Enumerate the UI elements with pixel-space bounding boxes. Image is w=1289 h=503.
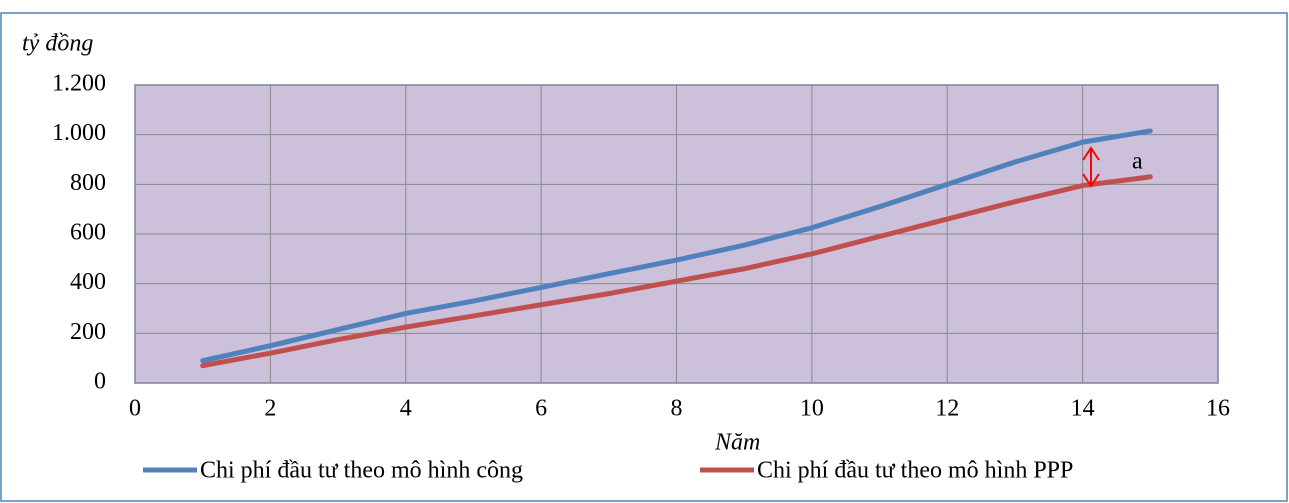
x-tick-label: 0 [129, 396, 141, 422]
y-axis-label: tỷ đồng [22, 31, 93, 57]
series-line [200, 128, 1153, 364]
plot-layer: 0 200 400 600 800 1.000 1.200 0 2 4 6 8 10 12 14 16 [52, 71, 1230, 422]
y-tick-label: 800 [70, 170, 106, 196]
x-tick-label: 2 [264, 396, 276, 422]
y-tick-label: 200 [70, 319, 106, 345]
y-tick-label: 400 [70, 269, 106, 295]
x-tick-label: 16 [1206, 396, 1230, 422]
x-tick-label: 12 [935, 396, 959, 422]
difference-arrow [1082, 146, 1100, 188]
y-tick-label: 600 [70, 220, 106, 246]
x-tick-label: 4 [400, 396, 412, 422]
x-tick-label: 10 [800, 396, 824, 422]
y-tick-label: 1.200 [52, 71, 106, 97]
y-tick-label: 1.000 [52, 120, 106, 146]
x-tick-label: 8 [671, 396, 683, 422]
x-tick-label: 14 [1071, 396, 1095, 422]
x-tick-label: 6 [535, 396, 547, 422]
y-tick-label: 0 [94, 369, 106, 395]
arrow-heads [1082, 146, 1100, 188]
legend-label: Chi phí đầu tư theo mô hình PPP [757, 458, 1073, 484]
series-line [200, 174, 1153, 369]
legend-label: Chi phí đầu tư theo mô hình công [200, 458, 523, 484]
annotation: a [1132, 149, 1143, 175]
x-axis-label: Năm [714, 430, 760, 456]
